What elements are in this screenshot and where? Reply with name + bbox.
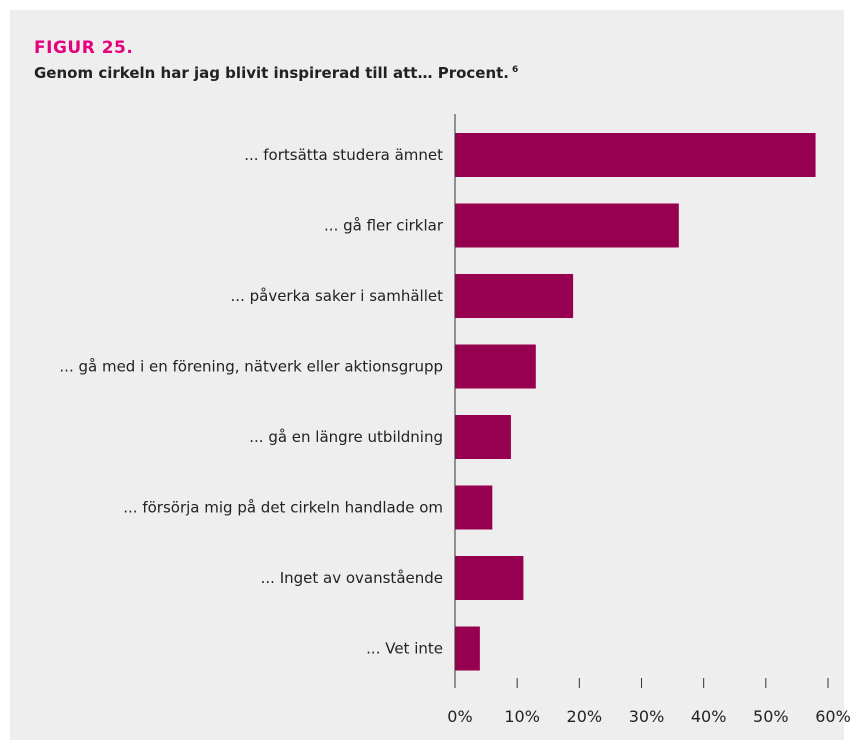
category-label: ... påverka saker i samhället (231, 287, 444, 305)
x-tick-label: 60% (815, 707, 851, 726)
figure-number: FIGUR 25. (34, 38, 134, 58)
category-label: ... fortsätta studera ämnet (244, 146, 443, 164)
category-label: ... Inget av ovanstående (261, 569, 443, 587)
bar (455, 415, 511, 459)
bar (455, 485, 493, 530)
category-label: ... gå en längre utbildning (249, 428, 443, 446)
figure-title: Genom cirkeln har jag blivit inspirerad … (34, 64, 518, 82)
x-tick-label: 50% (753, 707, 789, 726)
category-label: ... gå fler cirklar (324, 217, 444, 235)
bar (455, 344, 536, 389)
bar (455, 556, 524, 600)
footnote-marker: 6 (512, 65, 519, 75)
bar (455, 274, 574, 318)
category-label: ... Vet inte (366, 640, 443, 658)
bar (455, 626, 480, 671)
bar (455, 133, 816, 177)
x-tick-label: 0% (447, 707, 472, 726)
figure-panel (10, 10, 844, 740)
figure-title-text: Genom cirkeln har jag blivit inspirerad … (34, 64, 510, 82)
category-label: ... försörja mig på det cirkeln handlade… (123, 499, 443, 517)
x-tick-label: 20% (567, 707, 603, 726)
bar (455, 203, 679, 248)
category-label: ... gå med i en förening, nätverk eller … (59, 358, 443, 376)
x-tick-label: 40% (691, 707, 727, 726)
x-tick-label: 30% (629, 707, 665, 726)
x-tick-label: 10% (504, 707, 540, 726)
